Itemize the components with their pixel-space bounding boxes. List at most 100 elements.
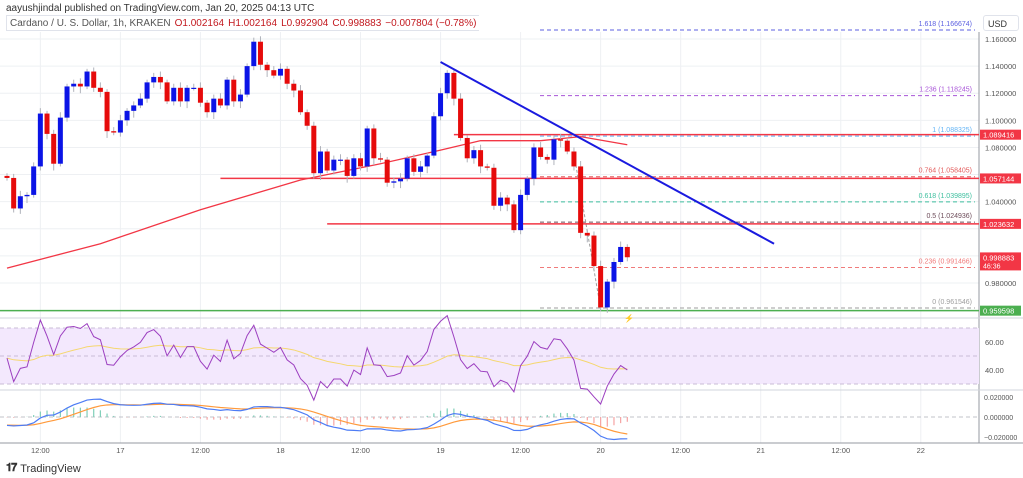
candle-body bbox=[317, 151, 323, 174]
price-tick-label: 1.040000 bbox=[985, 198, 1016, 207]
candle-body bbox=[211, 98, 217, 113]
candle-body bbox=[411, 158, 417, 172]
candle-body bbox=[64, 86, 70, 118]
candle-body bbox=[551, 139, 557, 160]
macd-line bbox=[6, 398, 628, 441]
candle-body bbox=[231, 79, 237, 102]
price-label: 1.057144 bbox=[983, 174, 1014, 183]
candle-body bbox=[371, 128, 377, 159]
candle-body bbox=[17, 196, 23, 209]
candle-body bbox=[358, 158, 364, 167]
rsi-band bbox=[0, 328, 979, 384]
price-label: 1.023632 bbox=[983, 220, 1014, 229]
candle-body bbox=[544, 156, 550, 160]
low-value: L0.992904 bbox=[281, 17, 329, 29]
time-tick-label: 12:00 bbox=[351, 446, 370, 455]
price-label: 0.959598 bbox=[983, 307, 1014, 316]
symbol-name[interactable]: Cardano / U. S. Dollar, 1h, KRAKEN bbox=[10, 17, 171, 29]
candle-body bbox=[538, 147, 544, 157]
candle-body bbox=[438, 93, 444, 117]
candle-body bbox=[418, 166, 424, 172]
candle-body bbox=[124, 110, 130, 121]
candle-body bbox=[271, 70, 277, 76]
candle-body bbox=[431, 116, 437, 156]
price-label-box bbox=[980, 129, 1021, 140]
price-label-box bbox=[980, 218, 1021, 229]
candle-body bbox=[184, 87, 190, 102]
fib-level-label: 1.236 (1.118245) bbox=[919, 87, 972, 94]
candle-body bbox=[391, 181, 397, 183]
candle-body bbox=[478, 150, 484, 167]
candle-body bbox=[191, 87, 197, 90]
macd-signal-line bbox=[6, 403, 628, 435]
fib-level-label: 0 (0.961546) bbox=[932, 299, 972, 306]
candle-body bbox=[44, 113, 50, 134]
candle-body bbox=[117, 120, 123, 133]
lightning-icon: ⚡ bbox=[624, 313, 634, 323]
currency-button[interactable]: USD bbox=[983, 15, 1019, 31]
price-label: 1.089416 bbox=[983, 131, 1014, 140]
candle-body bbox=[564, 140, 570, 152]
candle-body bbox=[131, 105, 137, 111]
price-chart[interactable]: 1.618 (1.166674) 1.236 (1.118245) 1 (1.088… bbox=[0, 0, 1023, 460]
countdown-label: 46:36 bbox=[983, 263, 1001, 270]
fib-diagonal-line bbox=[574, 159, 601, 306]
candle-body bbox=[304, 112, 310, 126]
candle-body bbox=[511, 204, 517, 231]
price-tick-label: 0.980000 bbox=[985, 279, 1016, 288]
time-tick-label: 12:00 bbox=[671, 446, 690, 455]
candle-body bbox=[291, 83, 297, 91]
candle-body bbox=[524, 178, 530, 195]
price-label-box bbox=[980, 252, 1021, 271]
macd-tick-label: −0.020000 bbox=[984, 435, 1017, 442]
fib-level-label: 1.618 (1.166674) bbox=[919, 21, 972, 28]
trendline bbox=[440, 61, 775, 245]
tradingview-footer: 𝟏𝟕 TradingView bbox=[6, 462, 81, 475]
candle-body bbox=[11, 177, 17, 209]
price-tick-label: 1.120000 bbox=[985, 89, 1016, 98]
high-value: H1.002164 bbox=[228, 17, 278, 29]
price-label-box bbox=[980, 173, 1021, 184]
candle-body bbox=[57, 117, 63, 164]
fib-level-label: 0.618 (1.039895) bbox=[919, 193, 972, 200]
candle-body bbox=[257, 41, 263, 65]
macd-tick-label: 0.000000 bbox=[984, 415, 1013, 422]
candle-body bbox=[77, 83, 83, 87]
candle-body bbox=[157, 76, 163, 83]
publisher-line: aayushjindal published on TradingView.co… bbox=[6, 3, 315, 14]
price-label-box bbox=[980, 305, 1021, 316]
candle-body bbox=[451, 72, 457, 99]
tradingview-logo-text: TradingView bbox=[20, 462, 81, 475]
rsi-tick-label: 60.00 bbox=[985, 338, 1004, 347]
candle-body bbox=[24, 194, 30, 197]
price-tick-label: 1.140000 bbox=[985, 62, 1016, 71]
candle-body bbox=[618, 246, 624, 262]
time-tick-label: 20 bbox=[596, 446, 604, 455]
candle-body bbox=[177, 87, 183, 102]
time-tick-label: 17 bbox=[116, 446, 124, 455]
candle-body bbox=[277, 68, 283, 76]
candle-body bbox=[311, 125, 317, 174]
candle-body bbox=[37, 113, 43, 167]
price-label: 0.998883 bbox=[983, 253, 1014, 262]
candle-body bbox=[471, 150, 477, 159]
close-value: C0.998883 bbox=[332, 17, 382, 29]
candle-body bbox=[378, 158, 384, 160]
candle-body bbox=[558, 139, 564, 141]
candle-body bbox=[404, 158, 410, 179]
candle-body bbox=[498, 197, 504, 206]
candle-body bbox=[197, 87, 203, 103]
rsi-tick-label: 40.00 bbox=[985, 366, 1004, 375]
candle-body bbox=[611, 261, 617, 282]
candle-body bbox=[531, 147, 537, 179]
candle-body bbox=[351, 158, 357, 176]
candle-body bbox=[244, 66, 250, 95]
candle-body bbox=[71, 83, 77, 87]
time-tick-label: 22 bbox=[917, 446, 925, 455]
fib-level-label: 0.5 (1.024936) bbox=[926, 213, 972, 220]
time-tick-label: 12:00 bbox=[191, 446, 210, 455]
candle-body bbox=[297, 90, 303, 113]
candle-body bbox=[97, 87, 103, 92]
change-value: −0.007804 (−0.78%) bbox=[385, 17, 477, 29]
symbol-legend: Cardano / U. S. Dollar, 1h, KRAKEN O1.00… bbox=[6, 15, 480, 31]
